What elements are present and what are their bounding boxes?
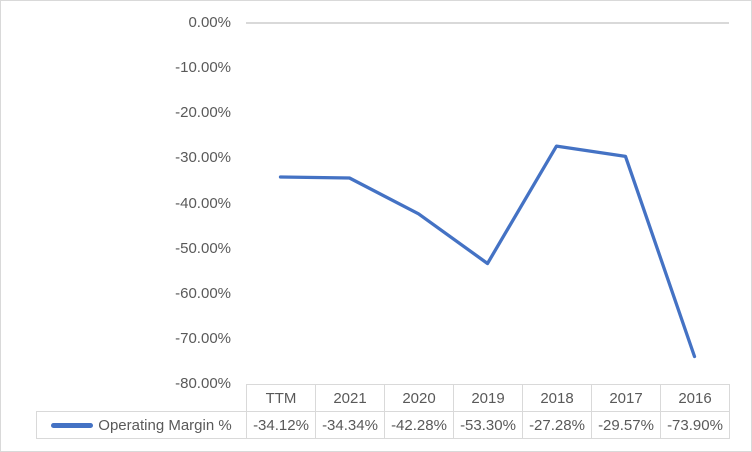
category-header-ttm: TTM	[246, 384, 316, 412]
legend-cell: Operating Margin %	[36, 411, 247, 439]
y-axis-tick-label: -60.00%	[175, 284, 231, 302]
value-cell-2018: -27.28%	[522, 411, 592, 439]
y-axis-tick-label: -30.00%	[175, 149, 231, 167]
value-cell-2017: -29.57%	[591, 411, 661, 439]
value-cell-2016: -73.90%	[660, 411, 730, 439]
y-axis-tick-label: -40.00%	[175, 194, 231, 212]
category-header-2020: 2020	[384, 384, 454, 412]
legend-series-label: Operating Margin %	[98, 416, 232, 434]
zero-axis-line	[246, 22, 729, 24]
value-cell-ttm: -34.12%	[246, 411, 316, 439]
y-axis-tick-label: -50.00%	[175, 239, 231, 257]
series-line-operating-margin	[278, 144, 697, 359]
value-cell-2019: -53.30%	[453, 411, 523, 439]
y-axis-tick-label: 0.00%	[188, 14, 231, 31]
category-header-2017: 2017	[591, 384, 661, 412]
y-axis-tick-label: -10.00%	[175, 59, 231, 77]
category-header-2016: 2016	[660, 384, 730, 412]
value-cell-2021: -34.34%	[315, 411, 385, 439]
category-header-2019: 2019	[453, 384, 523, 412]
y-axis-tick-label: -80.00%	[175, 375, 231, 392]
table-corner-spacer	[37, 385, 247, 412]
category-header-2021: 2021	[315, 384, 385, 412]
y-axis-tick-label: -20.00%	[175, 104, 231, 122]
legend-line-marker-icon	[51, 422, 94, 428]
value-cell-2020: -42.28%	[384, 411, 454, 439]
y-axis-tick-label: -70.00%	[175, 329, 231, 347]
category-header-2018: 2018	[522, 384, 592, 412]
chart-data-table: TTM 2021 2020 2019 2018 2017 2016 Operating Mar…	[36, 384, 730, 439]
